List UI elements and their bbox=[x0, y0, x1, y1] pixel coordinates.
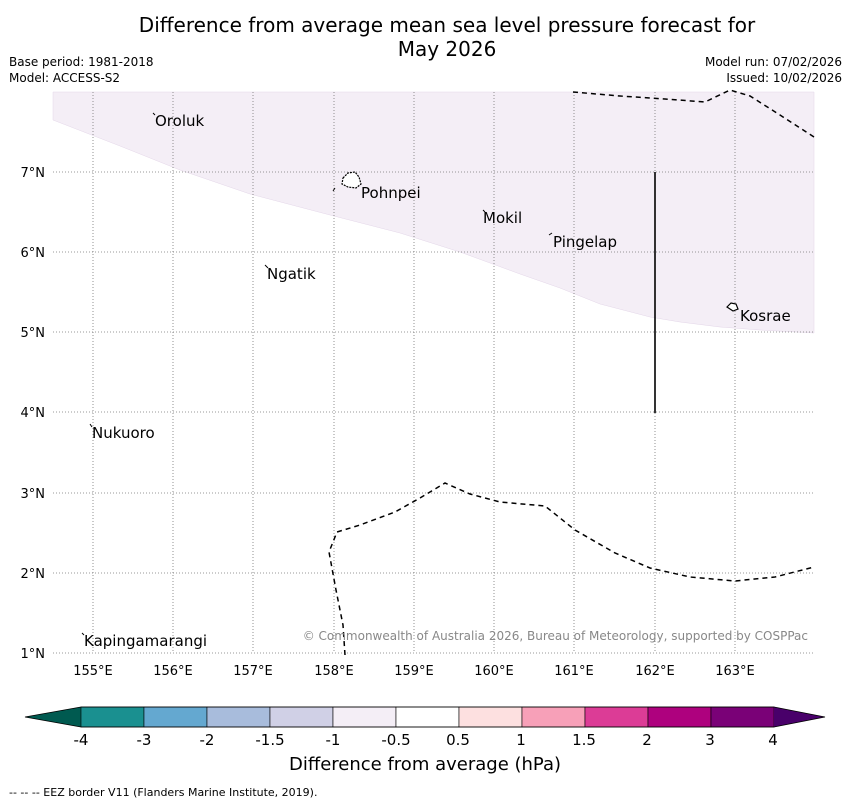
base-period-label: Base period: 1981-2018 bbox=[9, 55, 154, 69]
lat-label: 2°N bbox=[21, 567, 46, 582]
colorbar-segment bbox=[269, 706, 334, 728]
issued-label: Issued: 10/02/2026 bbox=[726, 71, 842, 85]
lon-label: 155°E bbox=[73, 664, 113, 679]
colorbar-tick: 4 bbox=[768, 731, 778, 749]
lon-label: 159°E bbox=[394, 664, 434, 679]
colorbar-segment bbox=[584, 706, 649, 728]
lon-label: 158°E bbox=[314, 664, 354, 679]
negative-anomaly-region bbox=[52, 91, 815, 334]
map-title-line2: May 2026 bbox=[397, 37, 497, 61]
colorbar-segment bbox=[80, 706, 145, 728]
colorbar bbox=[24, 706, 826, 728]
place-label-pohnpei: Pohnpei bbox=[361, 184, 421, 202]
lat-label: 4°N bbox=[21, 406, 46, 421]
map-panel: Oroluk Pohnpei Mokil Pingelap Ngatik Kos… bbox=[21, 89, 815, 679]
colorbar-tick: 1 bbox=[516, 731, 526, 749]
lat-label: 6°N bbox=[21, 246, 46, 261]
place-label-mokil: Mokil bbox=[483, 209, 522, 227]
place-label-pingelap: Pingelap bbox=[553, 233, 617, 251]
lat-label: 7°N bbox=[21, 166, 46, 181]
colorbar-tick: 3 bbox=[705, 731, 715, 749]
eez-border-south bbox=[328, 482, 815, 656]
place-label-kapingamarangi: Kapingamarangi bbox=[84, 632, 207, 650]
colorbar-tick: 1.5 bbox=[572, 731, 596, 749]
eez-border-north bbox=[572, 89, 815, 138]
model-label: Model: ACCESS-S2 bbox=[9, 71, 121, 85]
colorbar-label: Difference from average (hPa) bbox=[288, 754, 562, 775]
colorbar-extend-high bbox=[774, 707, 825, 727]
lat-label: 5°N bbox=[21, 326, 46, 341]
colorbar-segment bbox=[710, 706, 775, 728]
colorbar-tick: -1 bbox=[325, 731, 341, 749]
place-label-oroluk: Oroluk bbox=[155, 112, 204, 130]
colorbar-extend-low bbox=[25, 707, 81, 727]
colorbar-tick: -4 bbox=[73, 731, 89, 749]
map-title-line1: Difference from average mean sea level p… bbox=[138, 13, 756, 37]
lat-label: 1°N bbox=[21, 647, 46, 662]
lon-label: 156°E bbox=[153, 664, 193, 679]
colorbar-tick: -1.5 bbox=[255, 731, 285, 749]
lon-label: 161°E bbox=[554, 664, 594, 679]
colorbar-segment bbox=[332, 706, 397, 728]
lat-gridlines bbox=[53, 171, 814, 654]
lat-label: 3°N bbox=[21, 487, 46, 502]
colorbar-segment bbox=[395, 706, 460, 728]
place-label-kosrae: Kosrae bbox=[740, 307, 791, 325]
colorbar-segment bbox=[143, 706, 208, 728]
lon-label: 163°E bbox=[715, 664, 755, 679]
place-label-nukuoro: Nukuoro bbox=[92, 424, 155, 442]
colorbar-tick: -3 bbox=[136, 731, 152, 749]
place-label-ngatik: Ngatik bbox=[267, 265, 316, 283]
lon-axis-labels: 155°E 156°E 157°E 158°E 159°E 160°E 161°… bbox=[73, 664, 755, 679]
lon-label: 157°E bbox=[233, 664, 273, 679]
eez-border-footnote: -- -- -- EEZ border V11 (Flanders Marine… bbox=[9, 786, 318, 799]
colorbar-tick: -0.5 bbox=[381, 731, 411, 749]
colorbar-tick: -2 bbox=[199, 731, 215, 749]
colorbar-segment bbox=[647, 706, 712, 728]
lon-label: 162°E bbox=[635, 664, 675, 679]
atoll-marks bbox=[81, 112, 553, 636]
colorbar-segment bbox=[206, 706, 271, 728]
pohnpei-island bbox=[341, 171, 362, 189]
lon-label: 160°E bbox=[474, 664, 514, 679]
colorbar-segment bbox=[458, 706, 523, 728]
colorbar-segment bbox=[521, 706, 586, 728]
model-run-label: Model run: 07/02/2026 bbox=[704, 55, 842, 69]
colorbar-tick: 0.5 bbox=[446, 731, 470, 749]
colorbar-outline bbox=[24, 706, 826, 728]
colorbar-tick: 2 bbox=[642, 731, 652, 749]
ant-atoll-mark bbox=[332, 187, 336, 192]
lat-axis-labels: 7°N 6°N 5°N 4°N 3°N 2°N 1°N bbox=[21, 166, 46, 662]
eez-borders bbox=[328, 89, 815, 656]
copyright-notice: © Commonwealth of Australia 2026, Bureau… bbox=[303, 629, 808, 643]
kosrae-island bbox=[726, 302, 739, 312]
